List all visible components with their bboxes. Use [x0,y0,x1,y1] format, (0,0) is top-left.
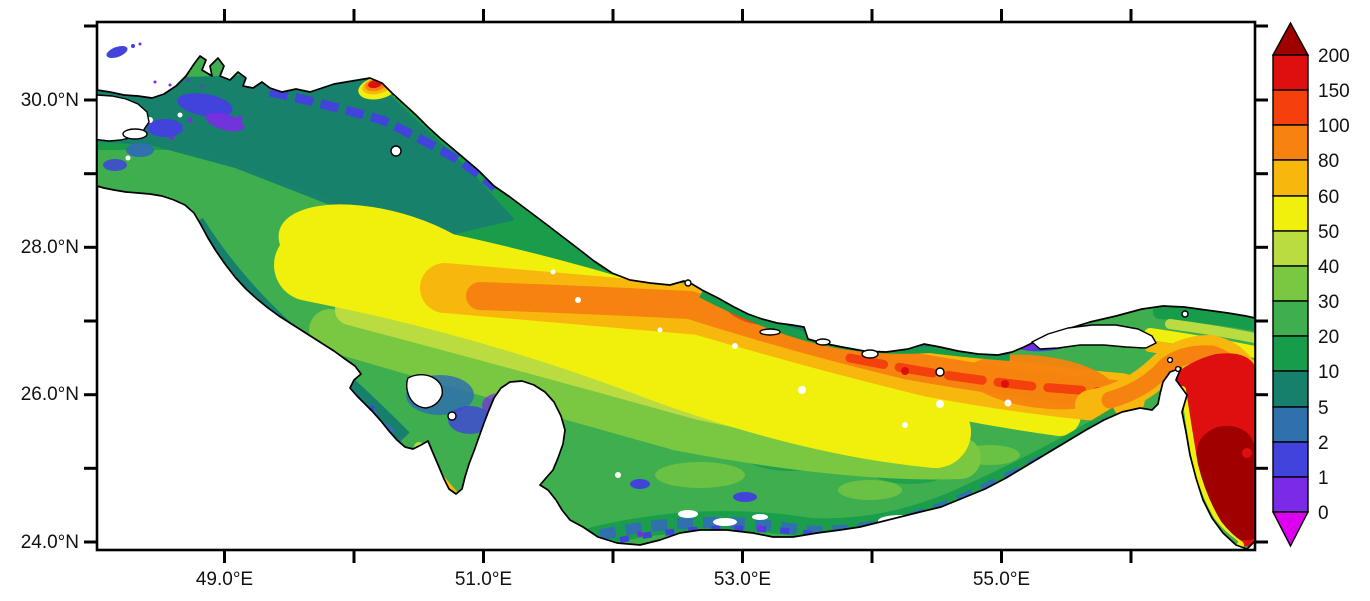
iran-island-4 [935,367,945,377]
cbar-label-30: 30 [1318,292,1339,313]
y-axis-labels: 30.0°N 28.0°N 26.0°N 24.0°N [21,90,79,553]
iran-island-3 [861,349,879,359]
iran-island-1 [759,328,781,336]
orange-blob-e [965,354,1115,410]
cbar-label-5: 5 [1318,398,1329,419]
coastal-islet [684,279,692,287]
nw-blue-patches [103,93,245,171]
red-dot-2 [1001,380,1009,388]
nw-coast-blue-strip [269,87,499,192]
lat-label-28: 28.0°N [21,237,79,258]
oman-red-core-dot [1242,448,1252,458]
islands-and-land [96,42,1189,421]
colorbar-box-5-10 [1272,370,1309,408]
red-dot-1 [901,367,909,375]
colorbar-box-1-2 [1272,441,1309,478]
colorbar-box-2-5 [1272,406,1309,443]
lon-label-49: 49.0°E [196,569,253,590]
colorbar-box-150-200 [1272,54,1309,91]
colorbar-box-60-80 [1272,159,1309,197]
colorbar-box-20-30 [1272,300,1309,337]
x-axis-labels: 49.0°E 51.0°E 53.0°E 55.0°E [196,569,1030,590]
colorbar-over-arrow [1271,21,1310,56]
colorbar-box-10-20 [1272,335,1309,372]
colorbar-box-0-1 [1272,476,1309,513]
lat-label-26: 26.0°N [21,384,79,405]
band-yellow [274,229,971,468]
cbar-label-80: 80 [1318,151,1339,172]
y-axis-ticks-left [84,24,97,544]
colorbar-under-arrow [1271,511,1310,548]
bahrain-island [406,374,443,409]
colorbar-box-100-150 [1272,89,1309,126]
cbar-label-60: 60 [1318,187,1339,208]
bahrain-islet [447,411,457,421]
cbar-label-20: 20 [1318,327,1339,348]
kuwait-land-2 [122,128,148,140]
x-axis-ticks-top [223,9,1133,22]
strait-islet-1 [1166,356,1174,364]
cbar-label-200: 200 [1318,46,1350,67]
colorbar-box-80-100 [1272,124,1309,161]
qeshm-island [1031,324,1157,350]
strait-islet-2 [1174,365,1182,373]
lat-label-30: 30.0°N [21,90,79,111]
colorbar: 200 150 100 80 60 50 40 30 20 10 5 2 1 0 [1271,21,1350,548]
y-axis-ticks-right [1255,24,1268,544]
x-axis-ticks-bottom [223,550,1133,563]
lon-label-55: 55.0°E [973,569,1030,590]
colorbar-labels: 200 150 100 80 60 50 40 30 20 10 5 2 1 0 [1318,46,1350,524]
colorbar-box-30-40 [1272,265,1309,302]
cbar-label-0: 0 [1318,503,1329,524]
marsh-specks [106,42,204,88]
kharg-island [390,145,402,157]
cbar-label-1: 1 [1318,468,1329,489]
cbar-label-50: 50 [1318,222,1339,243]
lon-label-51: 51.0°E [455,569,512,590]
colorbar-box-40-50 [1272,230,1309,267]
cbar-label-2: 2 [1318,433,1329,454]
cbar-label-150: 150 [1318,81,1350,102]
hormuz-islet [1181,310,1189,318]
cbar-label-10: 10 [1318,362,1339,383]
lat-label-24: 24.0°N [21,532,79,553]
cbar-label-40: 40 [1318,257,1339,278]
cbar-label-100: 100 [1318,116,1350,137]
iran-island-2 [815,338,831,346]
colorbar-box-50-60 [1272,195,1309,232]
lon-label-53: 53.0°E [714,569,771,590]
